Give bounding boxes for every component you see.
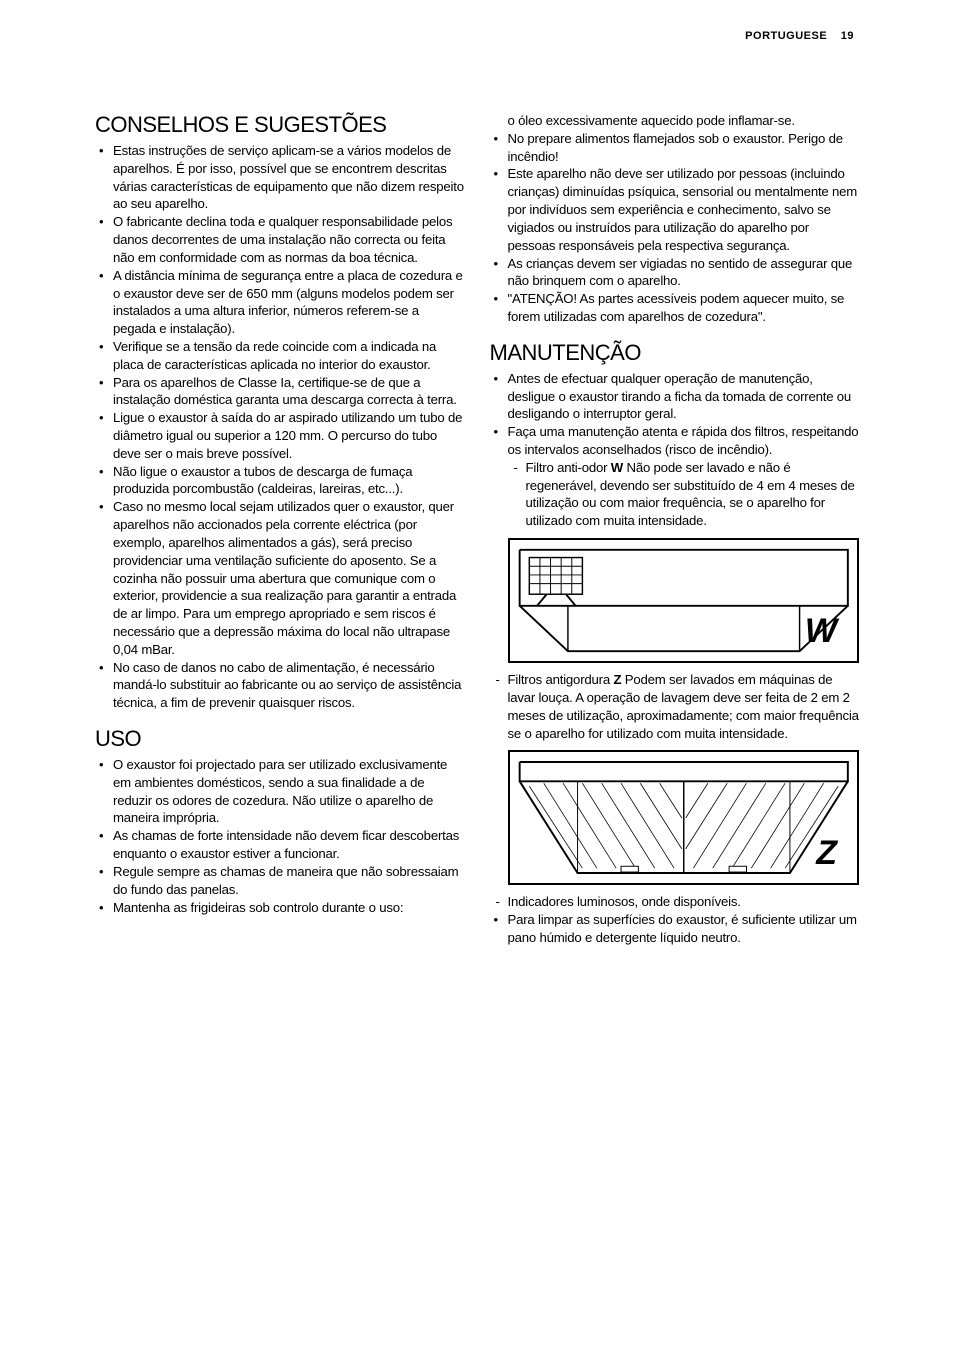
list-conselhos: Estas instruções de serviço aplicam-se a…: [95, 142, 465, 712]
sublist-item: Indicadores luminosos, onde disponíveis.: [490, 893, 860, 911]
list-item-text: Faça uma manutenção atenta e rápida dos …: [508, 424, 859, 457]
page: PORTUGUESE 19 CONSELHOS E SUGESTÕES Esta…: [0, 0, 954, 987]
page-header: PORTUGUESE 19: [95, 30, 859, 42]
list-item: Faça uma manutenção atenta e rápida dos …: [490, 423, 860, 530]
right-column: o óleo excessivamente aquecido pode infl…: [490, 112, 860, 947]
figure-filter-w: W: [508, 538, 860, 663]
sublist: Indicadores luminosos, onde disponíveis.: [490, 893, 860, 911]
list-item: Caso no mesmo local sejam utilizados que…: [95, 498, 465, 658]
language-label: PORTUGUESE: [745, 30, 827, 42]
content-columns: CONSELHOS E SUGESTÕES Estas instruções d…: [95, 112, 859, 947]
list-manutencao-cont: Filtros antigordura Z Podem ser lavados …: [490, 671, 860, 742]
list-item: A distância mínima de segurança entre a …: [95, 267, 465, 338]
list-item: Antes de efectuar qualquer operação de m…: [490, 370, 860, 423]
heading-manutencao: MANUTENÇÃO: [490, 340, 860, 366]
list-item: Para os aparelhos de Classe Ia, certifiq…: [95, 374, 465, 410]
figure-filter-z: Z: [508, 750, 860, 885]
list-item: O exaustor foi projectado para ser utili…: [95, 756, 465, 827]
list-item: No caso de danos no cabo de alimentação,…: [95, 659, 465, 712]
filter-z-diagram: [510, 752, 858, 883]
list-item: Este aparelho não deve ser utilizado por…: [490, 165, 860, 254]
heading-conselhos: CONSELHOS E SUGESTÕES: [95, 112, 465, 138]
list-item: Não ligue o exaustor a tubos de descarga…: [95, 463, 465, 499]
heading-uso: USO: [95, 726, 465, 752]
list-manutencao-end: Indicadores luminosos, onde disponíveis.…: [490, 893, 860, 946]
list-manutencao: Antes de efectuar qualquer operação de m…: [490, 370, 860, 530]
sublist-item: Filtro anti-odor W Não pode ser lavado e…: [508, 459, 860, 530]
list-item: O fabricante declina toda e qualquer res…: [95, 213, 465, 266]
list-item: Estas instruções de serviço aplicam-se a…: [95, 142, 465, 213]
page-number: 19: [841, 30, 854, 42]
sublist: Filtro anti-odor W Não pode ser lavado e…: [508, 459, 860, 530]
sublist-wrapper-2: Indicadores luminosos, onde disponíveis.: [490, 893, 860, 911]
list-item: As crianças devem ser vigiadas no sentid…: [490, 255, 860, 291]
uso-continuation: o óleo excessivamente aquecido pode infl…: [490, 112, 860, 130]
figure-label-w: W: [805, 612, 837, 651]
list-item: "ATENÇÃO! As partes acessíveis podem aqu…: [490, 290, 860, 326]
list-item: Mantenha as frigideiras sob controlo dur…: [95, 899, 465, 917]
sublist: Filtros antigordura Z Podem ser lavados …: [490, 671, 860, 742]
list-uso-continued: No prepare alimentos flamejados sob o ex…: [490, 130, 860, 326]
list-item: As chamas de forte intensidade não devem…: [95, 827, 465, 863]
figure-label-z: Z: [816, 834, 837, 873]
list-item: No prepare alimentos flamejados sob o ex…: [490, 130, 860, 166]
list-uso: O exaustor foi projectado para ser utili…: [95, 756, 465, 916]
sublist-wrapper: Filtros antigordura Z Podem ser lavados …: [490, 671, 860, 742]
list-item: Ligue o exaustor à saída do ar aspirado …: [95, 409, 465, 462]
list-item: Verifique se a tensão da rede coincide c…: [95, 338, 465, 374]
sublist-item: Filtros antigordura Z Podem ser lavados …: [490, 671, 860, 742]
left-column: CONSELHOS E SUGESTÕES Estas instruções d…: [95, 112, 465, 947]
list-item: Regule sempre as chamas de maneira que n…: [95, 863, 465, 899]
list-item: Para limpar as superfícies do exaustor, …: [490, 911, 860, 947]
